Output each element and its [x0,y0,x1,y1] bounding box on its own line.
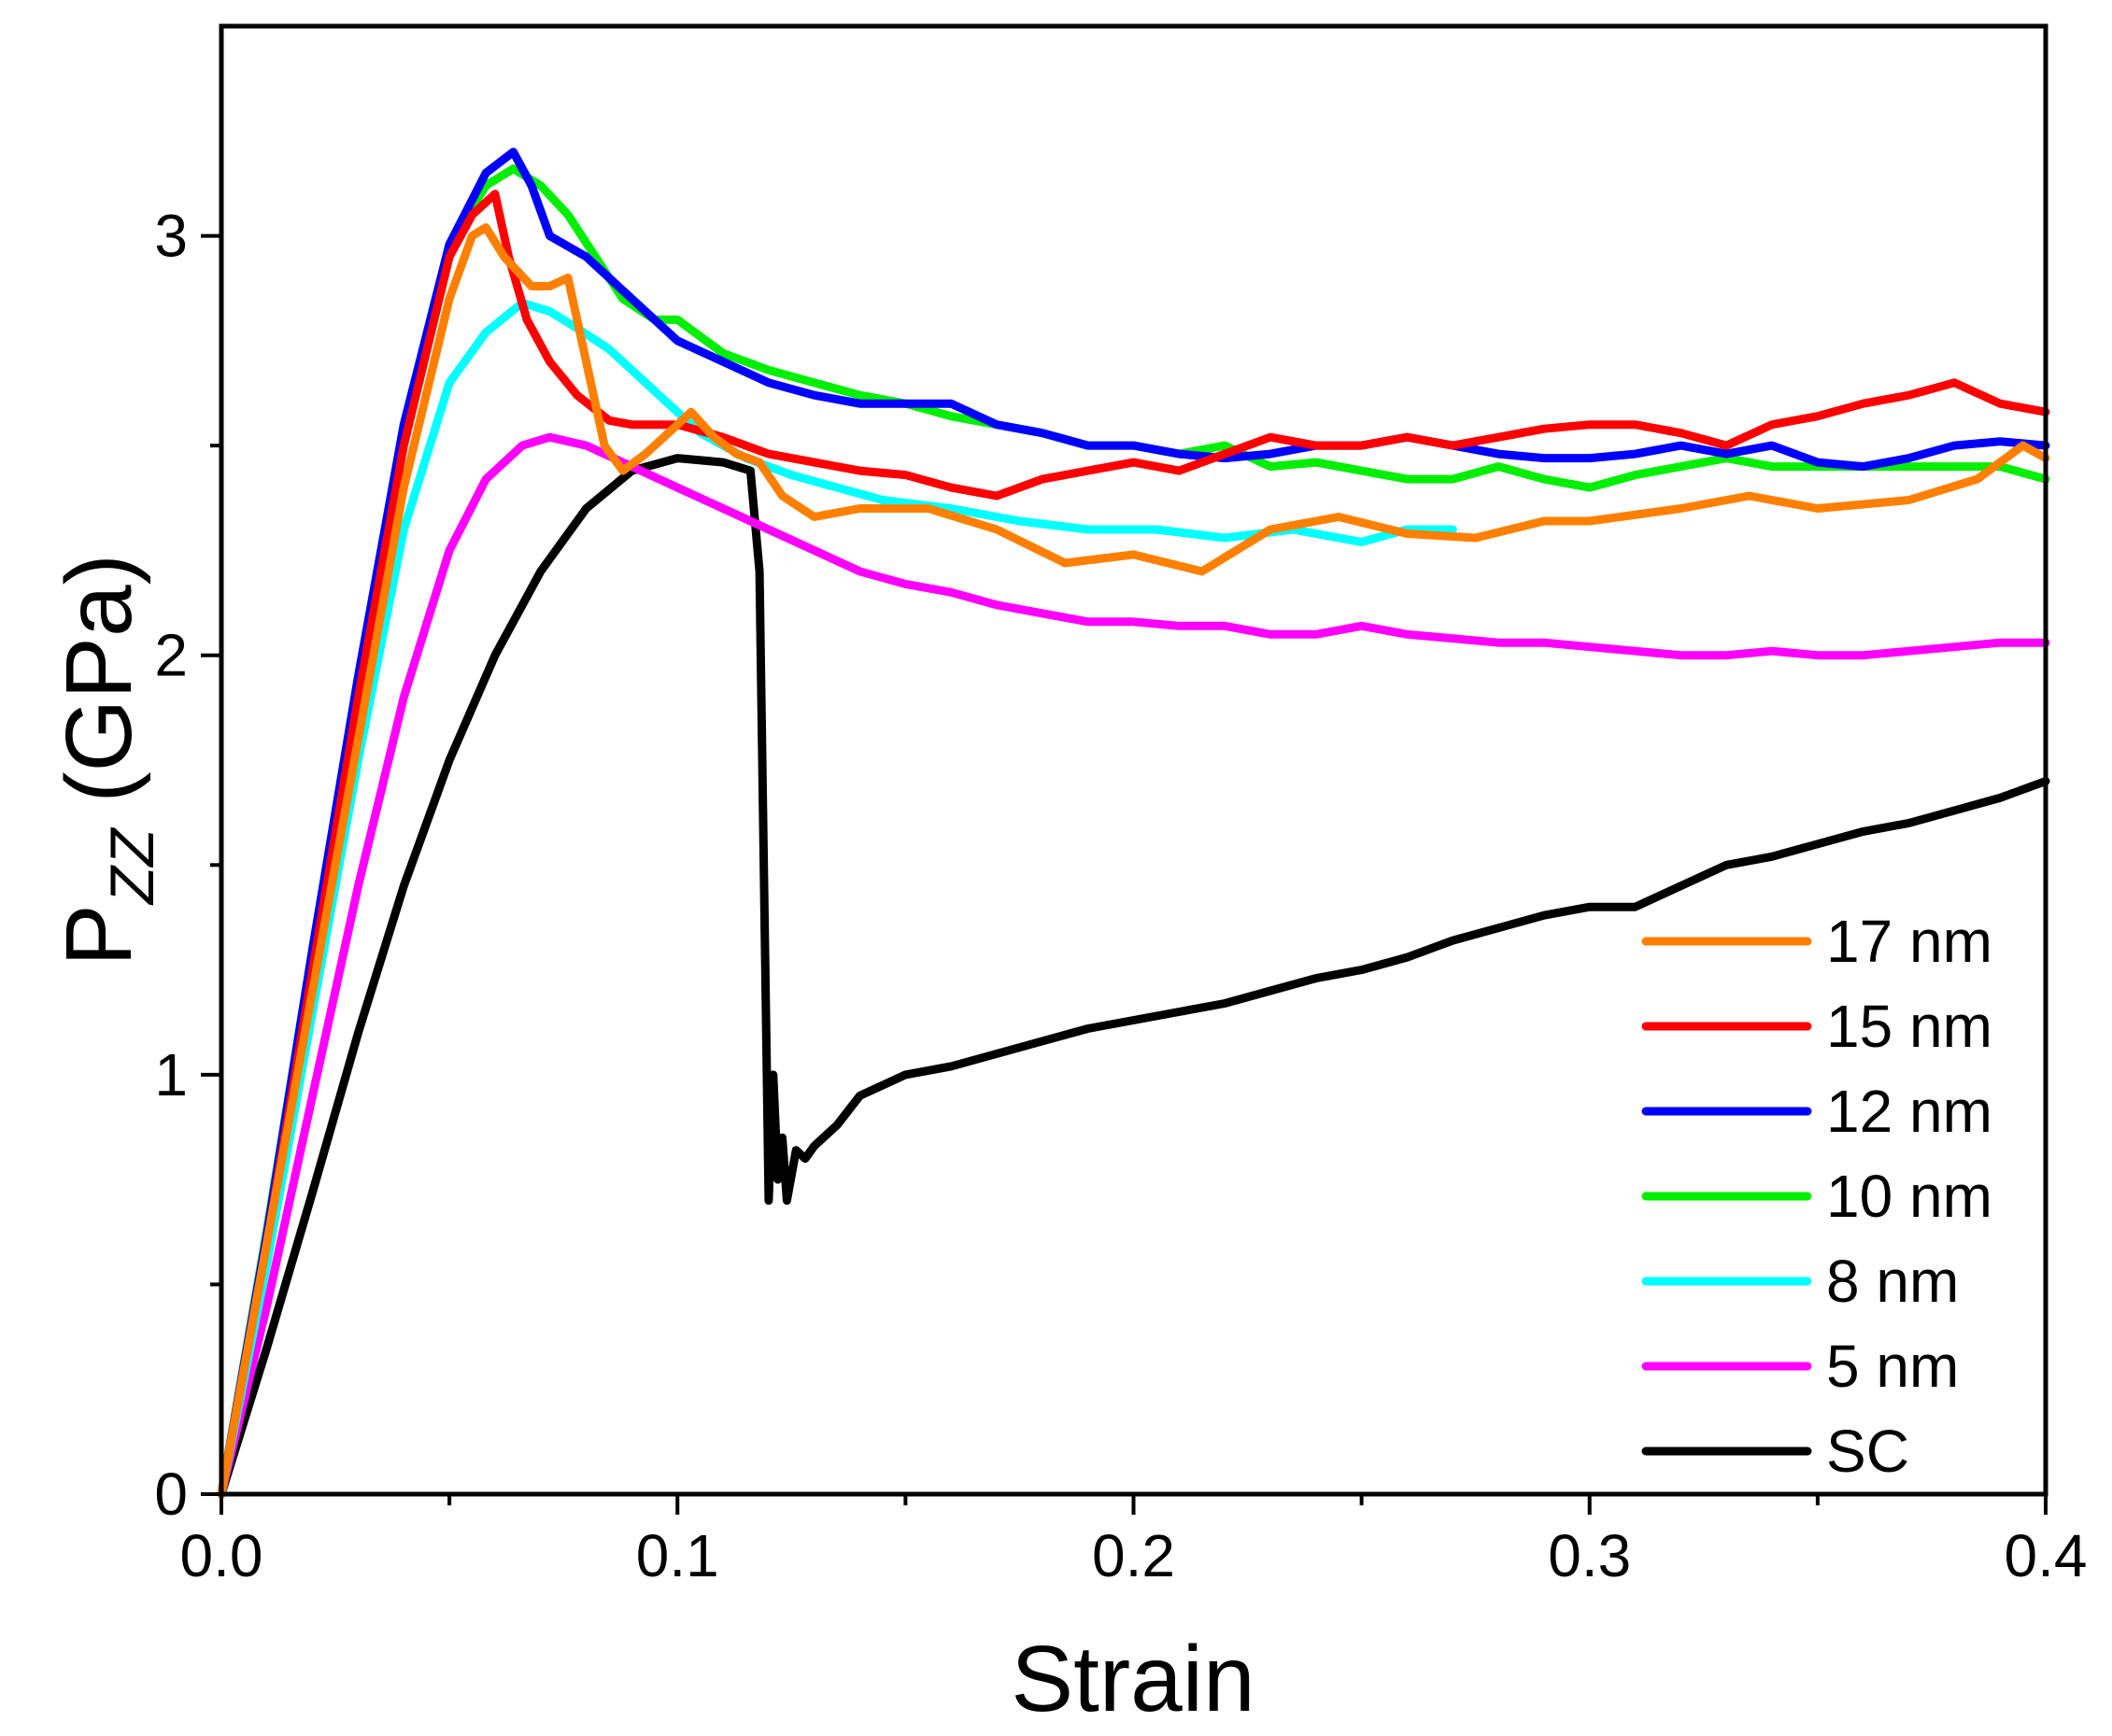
y-tick-label: 3 [154,203,188,270]
series-line-sc [217,454,2050,1499]
series-line-12-nm [217,148,2050,1499]
y-axis: 0 1 2 3 [154,203,221,1528]
legend-label: 17 nm [1826,908,1992,975]
series-line-15-nm [217,190,2050,1499]
y-axis-title-main: P [47,904,151,967]
series-layer [217,148,2050,1499]
legend-label: 15 nm [1826,993,1992,1060]
x-tick-label: 0.4 [2005,1522,2088,1589]
x-tick-label: 0.1 [636,1522,719,1589]
x-tick-label: 0.3 [1548,1522,1631,1589]
x-tick-label: 0.2 [1092,1522,1175,1589]
legend: 17 nm 15 nm 12 nm 10 nm 8 nm 5 nm SC [1641,908,1992,1485]
y-axis-title-subscript: ZZ [97,826,166,906]
legend-label: 10 nm [1826,1163,1992,1230]
series-line-10-nm [217,164,2050,1499]
x-tick-label: 0.0 [180,1522,263,1589]
y-tick-label: 2 [154,622,188,689]
y-axis-title: PZZ (GPa) [47,554,166,967]
y-axis-title-unit: (GPa) [47,554,151,828]
legend-label: 12 nm [1826,1078,1992,1145]
x-axis-title: Strain [1011,1627,1254,1731]
legend-label: 8 nm [1826,1248,1959,1315]
legend-label: 5 nm [1826,1333,1959,1400]
legend-label: SC [1826,1418,1909,1485]
y-tick-label: 0 [154,1461,188,1528]
series-line-5-nm [217,432,2050,1499]
series-line-17-nm [217,223,2050,1499]
x-axis: 0.0 0.1 0.2 0.3 0.4 [180,1494,2088,1589]
y-tick-label: 1 [154,1041,188,1108]
